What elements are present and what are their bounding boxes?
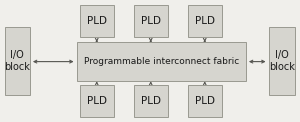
FancyBboxPatch shape bbox=[268, 27, 295, 95]
FancyBboxPatch shape bbox=[80, 5, 114, 37]
FancyBboxPatch shape bbox=[134, 85, 168, 117]
FancyBboxPatch shape bbox=[188, 5, 222, 37]
Text: I/O
block: I/O block bbox=[4, 50, 30, 72]
Text: PLD: PLD bbox=[141, 96, 161, 106]
Text: PLD: PLD bbox=[87, 16, 107, 26]
FancyBboxPatch shape bbox=[4, 27, 30, 95]
Text: PLD: PLD bbox=[141, 16, 161, 26]
FancyBboxPatch shape bbox=[134, 5, 168, 37]
FancyBboxPatch shape bbox=[188, 85, 222, 117]
Text: PLD: PLD bbox=[195, 96, 215, 106]
FancyBboxPatch shape bbox=[76, 42, 246, 81]
FancyBboxPatch shape bbox=[80, 85, 114, 117]
Text: PLD: PLD bbox=[87, 96, 107, 106]
Text: I/O
block: I/O block bbox=[269, 50, 295, 72]
Text: Programmable interconnect fabric: Programmable interconnect fabric bbox=[84, 57, 239, 66]
Text: PLD: PLD bbox=[195, 16, 215, 26]
